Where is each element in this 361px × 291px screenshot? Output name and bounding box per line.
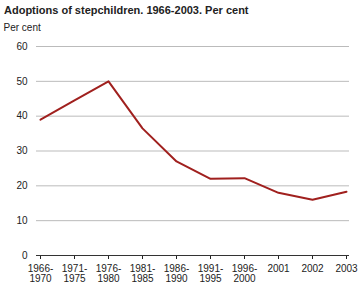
svg-text:30: 30 xyxy=(16,145,28,156)
svg-text:Per cent: Per cent xyxy=(4,22,41,33)
svg-text:0: 0 xyxy=(22,250,28,261)
svg-text:60: 60 xyxy=(16,41,28,52)
svg-text:2002: 2002 xyxy=(301,263,324,274)
svg-text:1976-1980: 1976-1980 xyxy=(96,263,122,284)
svg-text:50: 50 xyxy=(16,76,28,87)
svg-text:1971-1975: 1971-1975 xyxy=(62,263,88,284)
svg-text:1986-1990: 1986-1990 xyxy=(164,263,190,284)
svg-text:2003: 2003 xyxy=(335,263,358,274)
svg-text:1981-1985: 1981-1985 xyxy=(130,263,156,284)
svg-text:20: 20 xyxy=(16,180,28,191)
svg-text:2001: 2001 xyxy=(267,263,290,274)
svg-text:1996-2000: 1996-2000 xyxy=(232,263,258,284)
html-text:Adoptions of stepchildren. 196: Adoptions of stepchildren. 1966-2003. Pe… xyxy=(4,4,249,16)
svg-text:40: 40 xyxy=(16,110,28,121)
svg-text:10: 10 xyxy=(16,215,28,226)
svg-text:1991-1995: 1991-1995 xyxy=(198,263,224,284)
svg-text:1966-1970: 1966-1970 xyxy=(28,263,54,284)
